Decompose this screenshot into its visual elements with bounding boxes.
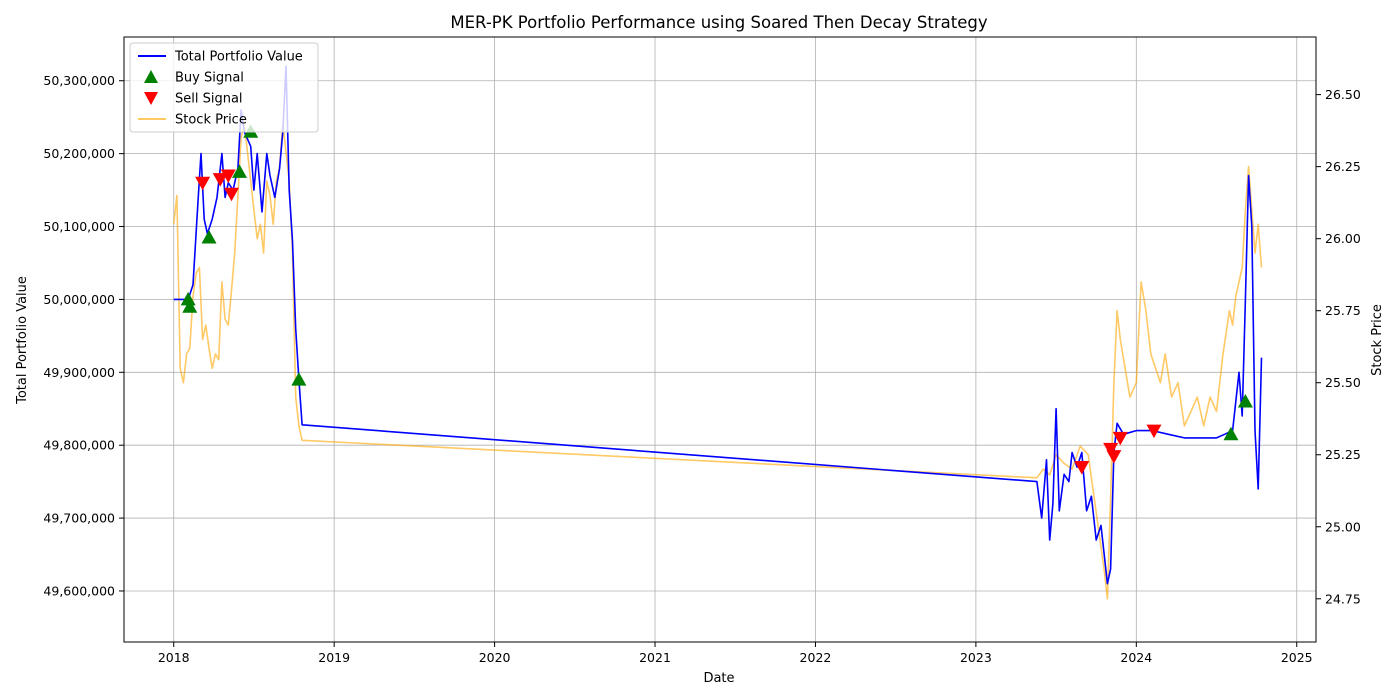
x-tick-label: 2019 (318, 650, 350, 665)
legend-item-buy-label: Buy Signal (175, 71, 244, 86)
legend-item-buy-swatch (144, 70, 158, 83)
x-tick-label: 2021 (639, 650, 671, 665)
y2-tick-label: 25.25 (1325, 447, 1361, 462)
x-tick-label: 2025 (1281, 650, 1313, 665)
y-tick-label: 49,600,000 (43, 583, 115, 598)
y-tick-label: 50,200,000 (43, 146, 115, 161)
y-axis-title: Total Portfolio Value (15, 276, 30, 405)
chart-title: MER-PK Portfolio Performance using Soare… (450, 13, 988, 32)
x-tick-label: 2024 (1120, 650, 1152, 665)
y-tick-label: 49,700,000 (43, 511, 115, 526)
y-axis-left: 49,600,000 49,700,000 49,800,000 49,900,000… (43, 73, 124, 598)
y2-tick-label: 26.00 (1325, 231, 1361, 246)
x-tick-label: 2023 (960, 650, 992, 665)
sell-signal-marker (1103, 442, 1119, 457)
legend: Total Portfolio Value Buy Signal Sell Sign… (129, 42, 319, 133)
y2-tick-label: 26.50 (1325, 87, 1361, 102)
stock-price-line (172, 122, 1263, 600)
y2-tick-label: 25.75 (1325, 303, 1361, 318)
y-tick-label: 49,900,000 (43, 365, 115, 380)
sell-signal-marker (195, 176, 211, 191)
buy-signal-marker (291, 372, 307, 386)
x-axis: 2018 2019 2020 2021 2022 2023 2024 2025 (158, 642, 1313, 665)
sell-signal-marker (220, 169, 236, 183)
plot-area (123, 36, 1317, 643)
x-axis-title: Date (703, 671, 734, 686)
legend-item-sell-label: Sell Signal (175, 92, 243, 107)
x-tick-label: 2020 (479, 650, 511, 665)
signal-markers (180, 124, 1253, 475)
portfolio-layer (173, 65, 1263, 585)
legend-item-portfolio-label: Total Portfolio Value (174, 50, 303, 65)
plot-frame (123, 36, 1317, 643)
y-axis-right: 24.75 25.00 25.25 25.50 25.75 26.00 26.25 26.50 (1316, 87, 1361, 606)
y-tick-label: 50,300,000 (43, 73, 115, 88)
y2-tick-label: 25.50 (1325, 375, 1361, 390)
sell-signal-marker (1074, 461, 1090, 475)
y2-tick-label: 24.75 (1325, 591, 1361, 606)
price-layer (172, 122, 1263, 600)
buy-signal-marker (1223, 426, 1239, 441)
buy-signal-marker (182, 299, 198, 313)
sell-signal-marker (223, 187, 239, 202)
sell-signal-marker (1112, 431, 1128, 446)
y-tick-label: 49,800,000 (43, 438, 115, 453)
sell-signal-marker (1106, 450, 1122, 464)
x-tick-label: 2022 (800, 650, 832, 665)
buy-signal-marker (232, 164, 248, 178)
sell-signal-marker (1146, 424, 1162, 439)
y-tick-label: 50,100,000 (43, 219, 115, 234)
y2-tick-label: 25.00 (1325, 519, 1361, 534)
sell-signal-marker (212, 173, 228, 187)
buy-signal-marker (1237, 393, 1253, 408)
portfolio-value-line (173, 65, 1263, 585)
y2-axis-title: Stock Price (1370, 304, 1385, 376)
y-tick-label: 50,000,000 (43, 292, 115, 307)
legend-box (129, 42, 319, 133)
buy-signal-marker (180, 291, 196, 306)
legend-item-price-label: Stock Price (175, 113, 247, 128)
grid (124, 37, 1316, 642)
legend-item-sell-swatch (144, 92, 158, 105)
plot-background (124, 37, 1316, 642)
y2-tick-label: 26.25 (1325, 159, 1361, 174)
buy-signal-marker (201, 229, 217, 244)
x-tick-label: 2018 (158, 650, 190, 665)
